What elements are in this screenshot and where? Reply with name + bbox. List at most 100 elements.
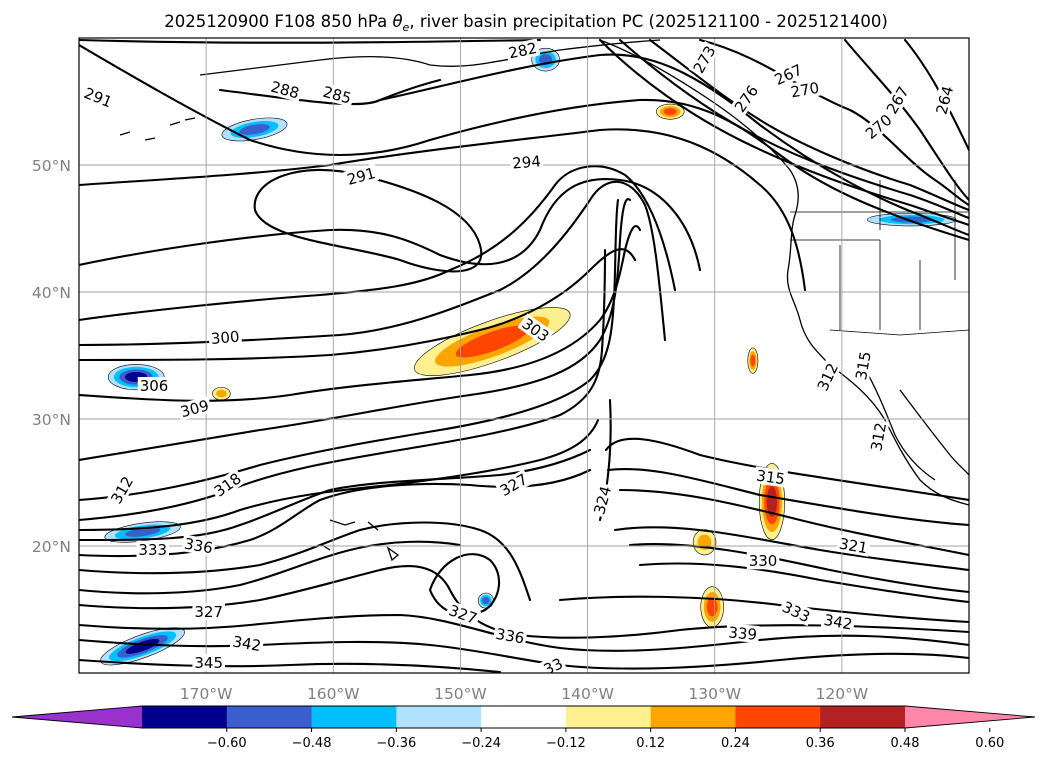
theta-e-contours: [79, 38, 969, 673]
lat-label: 40°N: [32, 284, 71, 302]
contour-294: [79, 128, 807, 292]
contour-label-bg: [589, 482, 615, 519]
contour-label-text: 336: [183, 535, 214, 558]
contour-label: 327: [192, 603, 225, 621]
contour-label-bg: [688, 41, 720, 78]
lon-label: 130°W: [688, 685, 741, 703]
contour-276: [618, 38, 969, 220]
contour-label-bg: [267, 77, 303, 103]
contour-label-bg: [192, 653, 225, 671]
shade-blob-dateline-12n: [100, 627, 185, 666]
aleutian-islands: [119, 117, 196, 141]
contour-label-text: 336: [494, 625, 525, 648]
contour-label-bg: [504, 38, 541, 62]
contour-309: [79, 225, 642, 402]
colorbar-bin: [226, 706, 313, 728]
lat-label: 20°N: [32, 538, 71, 556]
contour-label-bg: [851, 348, 875, 384]
colorbar-tick-label: 0.48: [891, 736, 920, 751]
contour-label-bg: [137, 376, 171, 394]
colorbar-tick-label: −0.60: [207, 736, 247, 751]
colorbar-outline: [11, 705, 1036, 729]
contour-label: 330: [746, 552, 780, 570]
contour-300: [79, 165, 677, 322]
contour-label: 312: [867, 419, 890, 455]
map-frame: [78, 37, 970, 674]
colorbar-tick-label: 0.36: [806, 736, 835, 751]
contour-318: [79, 248, 969, 527]
contour-label-bg: [820, 610, 856, 633]
contour-label-bg: [881, 81, 913, 119]
colorbar-extend-low: [12, 706, 142, 728]
us-mexico-border: [829, 329, 969, 336]
colorbar-bin: [396, 706, 482, 728]
lon-label: 120°W: [816, 685, 869, 703]
contour-label-text: 345: [194, 654, 223, 672]
contour-label: 282: [504, 38, 541, 62]
latitude-labels: 20°N 30°N 40°N 50°N: [32, 157, 71, 556]
colorbar-tick-label: −0.24: [461, 736, 501, 751]
contour-label: 336: [492, 624, 528, 648]
map-background: [79, 38, 969, 673]
colorbar-bin: [565, 706, 652, 728]
shade-blob-subtropical-band-south: [700, 586, 724, 628]
contour-label-bg: [208, 327, 243, 348]
contour-label-bg: [106, 471, 138, 509]
contour-label-bg: [495, 469, 532, 501]
contour-345: [79, 658, 502, 673]
contour-label-text: 294: [511, 152, 541, 172]
contour-label: 321: [835, 534, 871, 557]
state-borders: [790, 180, 956, 330]
chart-title: 2025120900 F108 850 hPa θe, river basin …: [164, 12, 888, 34]
shade-blob-north-pacific-high-lat: [221, 117, 288, 142]
contour-label-bg: [209, 468, 246, 501]
baja-coast: [859, 359, 936, 481]
lon-label: 140°W: [561, 685, 614, 703]
contour-label-text: 342: [822, 611, 853, 634]
contour-label: 315: [753, 466, 789, 488]
contour-label-bg: [787, 78, 823, 101]
contour-282: [79, 38, 542, 44]
colorbar-tick-label: −0.36: [376, 736, 416, 751]
contour-label: 300: [208, 327, 243, 348]
contour-label-bg: [931, 82, 957, 118]
lat-label: 50°N: [32, 157, 71, 175]
shade-blob-near-dateline-north: [212, 386, 231, 401]
contour-label-bg: [136, 540, 169, 558]
contour-label-bg: [444, 600, 482, 628]
contour-label-text: 315: [852, 350, 875, 381]
shade-level: [663, 108, 677, 116]
colorbar-bin: [142, 706, 228, 728]
shade-blob-offshore-california: [747, 347, 759, 374]
shade-level: [216, 389, 227, 398]
colorbar-bin: [820, 706, 906, 728]
contour-label-bg: [176, 395, 213, 421]
contour-label-bg: [229, 632, 265, 655]
contour-label: 333: [136, 540, 169, 559]
colorbar: −0.60 −0.48 −0.36 −0.24 −0.12 0.12 0.24 0.36 0.4…: [11, 705, 1036, 751]
contour-315: [79, 198, 969, 502]
gulf-of-california-coast: [899, 389, 969, 476]
colorbar-bin: [735, 706, 821, 728]
contour-label-text: 327: [194, 603, 223, 621]
contour-label: 342: [229, 632, 265, 655]
contour-297: [79, 178, 702, 272]
contour-label-text: 300: [210, 328, 240, 348]
shade-blob-central-pacific-east: [692, 529, 717, 556]
contour-label: 336: [181, 534, 217, 558]
shade-level: [455, 325, 529, 358]
contour-label-bg: [725, 623, 760, 644]
contour-333: [79, 540, 969, 624]
contour-288: [218, 78, 442, 106]
contour-label-bg: [729, 80, 763, 117]
contour-label-bg: [753, 466, 789, 488]
contour-label-text: 330: [749, 552, 778, 570]
contour-label: 345: [192, 653, 225, 672]
contour-label-bg: [746, 552, 780, 570]
longitude-labels: 170°W 160°W 150°W 140°W 130°W 120°W: [180, 685, 868, 703]
lat-label: 30°N: [32, 411, 71, 429]
contour-label-bg: [80, 83, 117, 112]
contour-label-bg: [181, 534, 217, 557]
shade-level: [706, 597, 718, 617]
contour-label: 294: [509, 152, 544, 173]
